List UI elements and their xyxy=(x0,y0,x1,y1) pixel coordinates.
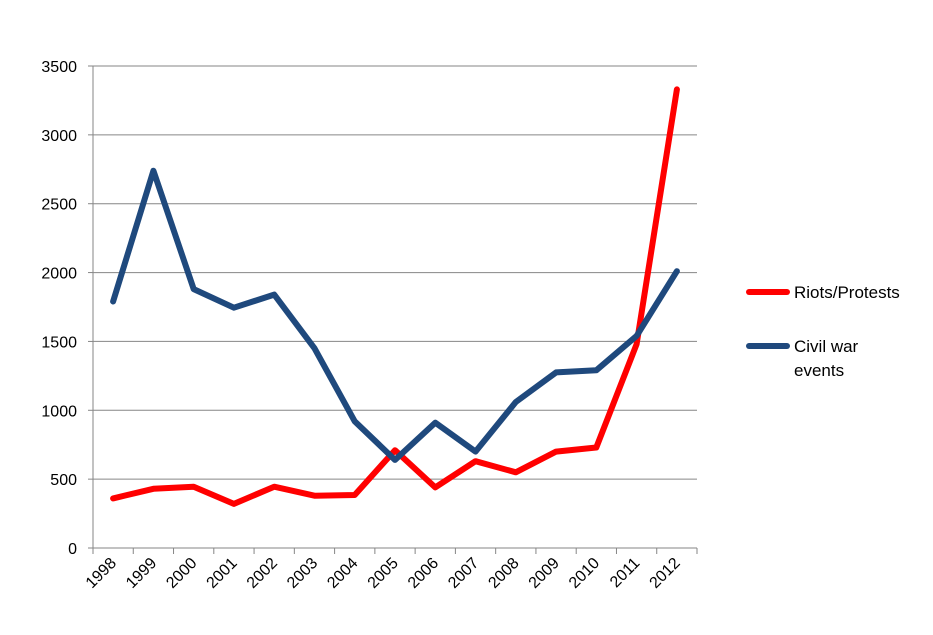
y-axis-ticks: 0 500 1000 1500 2000 2500 3000 3500 xyxy=(41,59,77,558)
y-tick-label: 0 xyxy=(68,541,77,558)
x-tick-label: 2010 xyxy=(566,555,603,592)
x-tick-label: 2004 xyxy=(324,555,361,592)
axes xyxy=(88,65,698,554)
series-line-riots-protests xyxy=(110,86,680,507)
x-tick-label: 2007 xyxy=(445,555,482,592)
gridlines xyxy=(93,65,697,480)
y-tick-label: 2000 xyxy=(41,266,77,283)
y-tick-label: 2500 xyxy=(41,197,77,214)
y-tick-label: 3000 xyxy=(41,128,77,145)
x-tick-label: 2006 xyxy=(405,555,442,592)
legend-label: Civil war xyxy=(794,337,859,356)
legend: Riots/Protests Civil war events xyxy=(746,283,900,380)
x-axis-ticks: 1998 1999 2000 2001 2002 2003 2004 2005 2006 2007… xyxy=(83,555,684,592)
x-tick-label: 2002 xyxy=(244,555,281,592)
series-line-civil-war-events xyxy=(110,167,680,463)
y-tick-label: 3500 xyxy=(41,59,77,76)
x-tick-label: 2000 xyxy=(163,555,200,592)
x-tick-label: 2012 xyxy=(647,555,684,592)
y-tick-label: 1500 xyxy=(41,334,77,351)
y-tick-label: 1000 xyxy=(41,403,77,420)
x-tick-label: 2003 xyxy=(284,555,321,592)
legend-label: Riots/Protests xyxy=(794,283,900,302)
x-tick-label: 2008 xyxy=(485,555,522,592)
x-tick-label: 1998 xyxy=(83,555,120,592)
x-tick-label: 2001 xyxy=(204,555,241,592)
legend-label: events xyxy=(794,361,844,380)
x-tick-label: 1999 xyxy=(123,555,160,592)
series-lines xyxy=(110,86,680,507)
y-tick-label: 500 xyxy=(50,472,77,489)
x-tick-label: 2011 xyxy=(607,555,643,591)
x-tick-label: 2005 xyxy=(365,555,402,592)
x-tick-label: 2009 xyxy=(526,555,563,592)
